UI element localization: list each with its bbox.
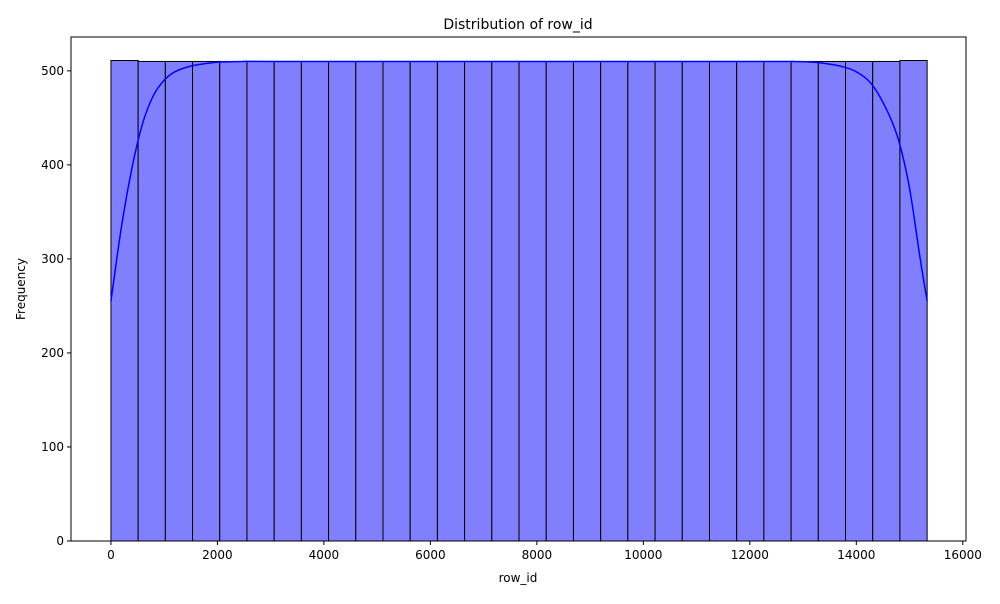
histogram-bar bbox=[192, 60, 221, 542]
kde-curve bbox=[110, 60, 928, 302]
x-tick-label: 4000 bbox=[309, 548, 340, 562]
x-tick-label: 2000 bbox=[202, 548, 233, 562]
x-tick-label: 16000 bbox=[944, 548, 982, 562]
histogram-bar bbox=[300, 60, 330, 542]
x-tick-label: 6000 bbox=[415, 548, 446, 562]
x-tick-label: 12000 bbox=[731, 548, 769, 562]
histogram-bar bbox=[382, 60, 411, 542]
histogram-bar bbox=[600, 60, 629, 542]
histogram-bar bbox=[763, 60, 792, 542]
histogram-bar bbox=[436, 60, 466, 542]
x-tick-label: 10000 bbox=[624, 548, 662, 562]
histogram-bar bbox=[817, 60, 847, 542]
histogram-bar bbox=[273, 60, 302, 542]
kde-layer bbox=[110, 60, 928, 302]
histogram-bar bbox=[899, 60, 928, 542]
histogram-bar bbox=[872, 60, 901, 542]
plot-frame bbox=[70, 36, 967, 542]
y-axis-label: Frequency bbox=[14, 258, 28, 320]
histogram-bar bbox=[654, 60, 683, 542]
histogram-bar bbox=[328, 60, 357, 542]
bars-layer bbox=[110, 60, 928, 542]
y-tick-label: 400 bbox=[41, 158, 64, 172]
x-tick-label: 8000 bbox=[522, 548, 553, 562]
chart-title: Distribution of row_id bbox=[443, 17, 592, 33]
y-tick-label: 100 bbox=[41, 440, 64, 454]
x-tick-label: 0 bbox=[107, 548, 115, 562]
histogram-bar bbox=[409, 60, 438, 542]
histogram-bar bbox=[164, 60, 194, 542]
y-tick-label: 0 bbox=[56, 534, 64, 548]
x-tick-label: 14000 bbox=[837, 548, 875, 562]
histogram-bar bbox=[736, 60, 765, 542]
histogram-bar bbox=[681, 60, 710, 542]
histogram-bar bbox=[464, 60, 493, 542]
histogram-bar bbox=[545, 60, 574, 542]
histogram-bar bbox=[790, 60, 819, 542]
histogram-bar bbox=[518, 60, 547, 542]
y-tick-label: 200 bbox=[41, 346, 64, 360]
y-tick-label: 300 bbox=[41, 252, 64, 266]
y-tick-label: 500 bbox=[41, 64, 64, 78]
histogram-bar bbox=[137, 60, 166, 542]
histogram-bar bbox=[708, 60, 738, 542]
histogram-bar bbox=[491, 60, 520, 542]
x-axis-label: row_id bbox=[499, 571, 538, 585]
histogram-bar bbox=[219, 60, 248, 542]
axes-layer: 0 2000 4000 6000 8000 10000 12000 14000 16000 0 10… bbox=[41, 36, 982, 562]
histogram-bar bbox=[355, 60, 384, 542]
histogram-bar bbox=[627, 60, 656, 542]
histogram-bar bbox=[246, 60, 275, 542]
histogram-bar bbox=[110, 60, 139, 542]
histogram-bar bbox=[845, 60, 874, 542]
histogram-bar bbox=[572, 60, 602, 542]
